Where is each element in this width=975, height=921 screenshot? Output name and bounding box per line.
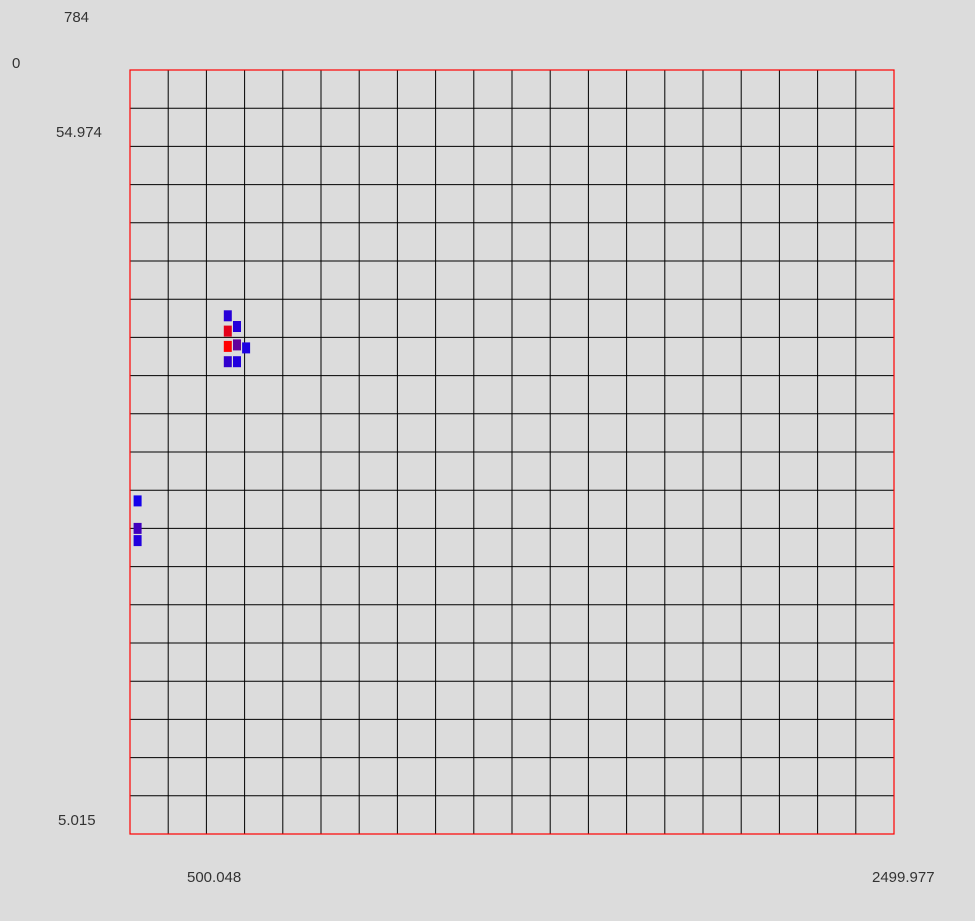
- heatmap-cell: [223, 356, 232, 368]
- color-scale-min-label: 0: [12, 55, 21, 72]
- color-scale-max-label: 784: [64, 9, 90, 26]
- grid-lines: [130, 70, 894, 834]
- heatmap-cell: [223, 310, 232, 322]
- heatmap-cell: [223, 340, 232, 352]
- heatmap-cell: [233, 339, 241, 351]
- x-axis-tick-label: 500.048: [187, 869, 242, 886]
- heatmap-cell: [133, 535, 142, 547]
- heatmap-cell: [133, 495, 142, 507]
- heatmap-cell: [233, 356, 241, 368]
- x-axis-max-label: 2499.977: [872, 869, 935, 886]
- heatmap-cells: [133, 310, 251, 547]
- y-axis-min-label: 5.015: [58, 812, 96, 829]
- heatmap-cell: [223, 325, 232, 337]
- heatmap-cell: [133, 522, 142, 534]
- heatmap-cell: [242, 342, 251, 354]
- y-axis-max-label: 54.974: [56, 124, 102, 141]
- heatmap-cell: [233, 321, 241, 332]
- plot-border: [129, 69, 895, 835]
